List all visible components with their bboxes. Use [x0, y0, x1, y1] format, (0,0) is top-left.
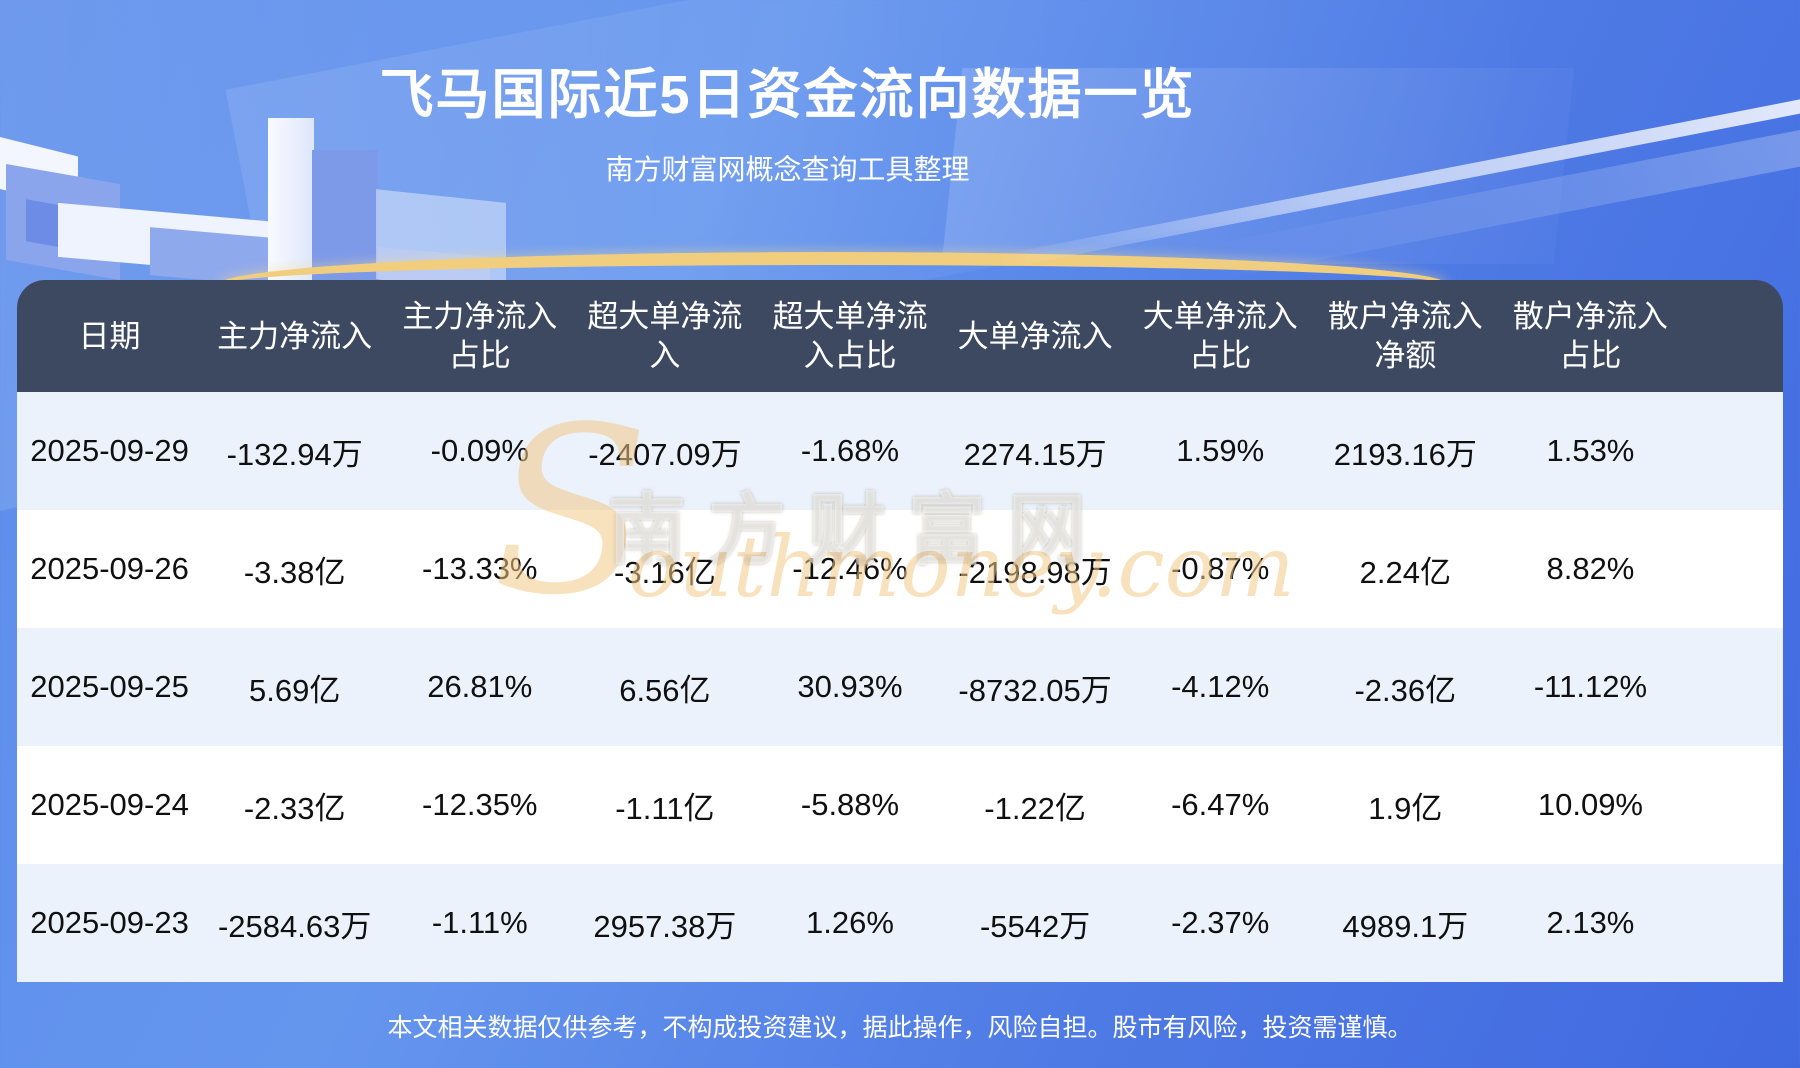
table-cell: -2198.98万 — [958, 554, 1112, 590]
column-header: 超大单净流 入 — [587, 299, 743, 373]
table-cell: 2025-09-24 — [30, 787, 189, 822]
column-header: 大单净流入 占比 — [1142, 299, 1298, 373]
table-cell: -132.94万 — [226, 436, 363, 472]
table-cell: 4989.1万 — [1342, 908, 1469, 944]
table-cell: 1.9亿 — [1368, 790, 1443, 826]
table-cell: -4.12% — [1171, 669, 1270, 704]
table-row: 2025-09-26 -3.38亿 -13.33% -3.16亿 -12.46% -219… — [17, 510, 1783, 628]
building-graphic — [268, 118, 314, 283]
table-body: 2025-09-29 -132.94万 -0.09% -2407.09万 -1.68% 2… — [17, 392, 1783, 982]
table-cell: -12.35% — [422, 787, 538, 822]
table-row: 2025-09-23 -2584.63万 -1.11% 2957.38万 1.26% -5… — [17, 864, 1783, 982]
table-row: 2025-09-24 -2.33亿 -12.35% -1.11亿 -5.88% -1.22… — [17, 746, 1783, 864]
table-cell: -8732.05万 — [958, 672, 1112, 708]
page-title: 飞马国际近5日资金流向数据一览 — [379, 65, 1196, 125]
table-cell: -6.47% — [1171, 787, 1270, 822]
table-cell: -2.37% — [1171, 905, 1270, 940]
fund-flow-table: 日期 主力净流入 主力净流入 占比 超大单净流 入超大单净流 入占比 大单净流入 大单净流… — [17, 280, 1783, 982]
table-cell: 2957.38万 — [593, 908, 737, 944]
table-cell: -3.38亿 — [243, 554, 346, 590]
table-cell: 2025-09-23 — [30, 905, 189, 940]
table-cell: 6.56亿 — [619, 672, 711, 708]
white-swoosh-decoration — [1206, 123, 1800, 281]
table-row: 2025-09-25 5.69亿 26.81% 6.56亿 30.93% -8732.05… — [17, 628, 1783, 746]
column-header: 超大单净流 入占比 — [772, 299, 928, 373]
table-cell: 2274.15万 — [963, 436, 1107, 472]
table-cell: 2025-09-25 — [30, 669, 189, 704]
column-header: 主力净流入 占比 — [402, 299, 558, 373]
table-cell: 30.93% — [797, 669, 903, 704]
table-row: 2025-09-29 -132.94万 -0.09% -2407.09万 -1.68% 2… — [17, 392, 1783, 510]
table-cell: -1.68% — [800, 433, 900, 468]
table-cell: 2.13% — [1546, 905, 1635, 940]
table-cell: -2.33亿 — [243, 790, 346, 826]
table-cell: -0.87% — [1171, 551, 1270, 586]
table-cell: -1.11亿 — [615, 790, 715, 826]
table-cell: -5.88% — [800, 787, 900, 822]
table-cell: 26.81% — [427, 669, 533, 704]
table-cell: -3.16亿 — [614, 554, 716, 590]
table-cell: 2025-09-29 — [30, 433, 189, 468]
table-cell: 2193.16万 — [1333, 436, 1477, 472]
table-cell: 1.59% — [1176, 433, 1265, 468]
table-cell: -13.33% — [422, 551, 538, 586]
table-cell: 1.53% — [1546, 433, 1635, 468]
table-cell: 10.09% — [1537, 787, 1643, 822]
building-graphic — [376, 189, 506, 293]
table-cell: -2584.63万 — [217, 908, 372, 944]
table-cell: 8.82% — [1546, 551, 1635, 586]
table-cell: -2407.09万 — [588, 436, 742, 472]
table-cell: 5.69亿 — [248, 672, 341, 708]
table-cell: -1.11% — [431, 905, 528, 940]
column-header: 主力净流入 — [217, 318, 373, 354]
table-header-row: 日期 主力净流入 主力净流入 占比 超大单净流 入超大单净流 入占比 大单净流入 大单净流… — [17, 280, 1783, 392]
table-cell: -0.09% — [430, 433, 529, 468]
page-subtitle: 南方财富网概念查询工具整理 — [605, 154, 970, 185]
table-cell: 2.24亿 — [1359, 554, 1451, 590]
column-header: 大单净流入 — [957, 318, 1113, 354]
column-header: 日期 — [78, 318, 141, 354]
building-graphic — [26, 199, 102, 255]
table-cell: 1.26% — [806, 905, 894, 940]
table-cell: -12.46% — [792, 551, 908, 586]
building-graphic — [58, 202, 358, 284]
column-header: 散户净流入 占比 — [1512, 299, 1668, 373]
disclaimer-text: 本文相关数据仅供参考，不构成投资建议，据此操作，风险自担。股市有风险，投资需谨慎… — [387, 1014, 1413, 1042]
table-cell: -1.22亿 — [984, 790, 1086, 826]
column-header: 散户净流入 净额 — [1327, 299, 1483, 373]
table-cell: 2025-09-26 — [30, 551, 189, 586]
table-cell: -5542万 — [979, 908, 1091, 944]
table-cell: -11.12% — [1533, 669, 1648, 704]
table-cell: -2.36亿 — [1354, 672, 1457, 708]
